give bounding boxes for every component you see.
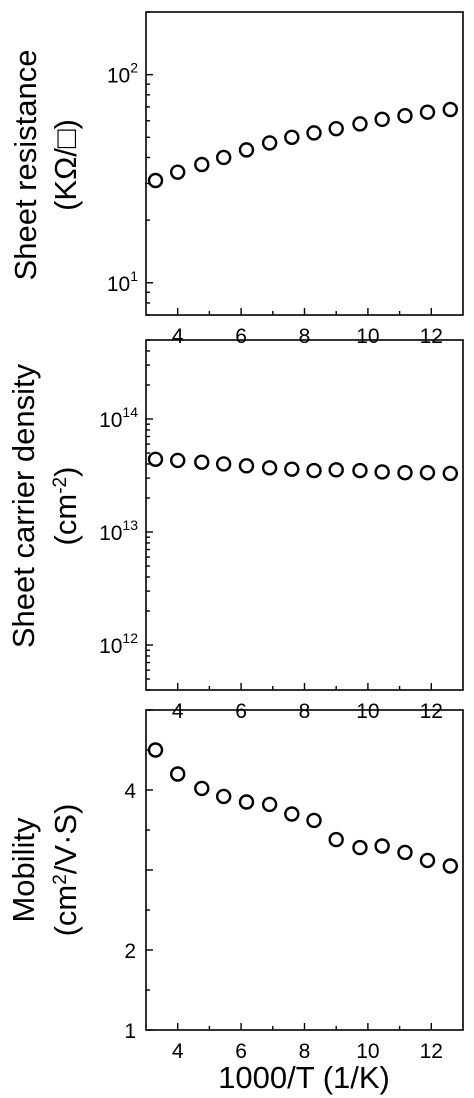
y-tick-label: 1012	[99, 630, 138, 658]
x-tick-label: 8	[299, 700, 311, 723]
data-point	[352, 462, 368, 479]
x-tick-label: 4	[172, 1040, 184, 1063]
data-point	[261, 796, 278, 813]
data-point	[306, 812, 322, 829]
plot-frame-2	[145, 339, 464, 691]
y-axis-unit-3: (cm2/V·S)	[48, 804, 83, 937]
data-point	[284, 129, 300, 145]
y-tick-label-exponent: 1	[130, 268, 138, 284]
data-point	[306, 125, 322, 141]
x-tick-label: 6	[235, 1040, 247, 1063]
data-point	[419, 104, 436, 120]
data-point	[374, 838, 390, 854]
y-tick-label: 101	[107, 268, 138, 296]
data-point	[261, 135, 278, 151]
data-point	[215, 149, 232, 166]
data-point	[306, 462, 322, 479]
y-tick-label: 4	[124, 780, 136, 803]
x-tick-label: 4	[172, 700, 184, 723]
plot-frame-3	[145, 709, 464, 1031]
data-point	[147, 172, 164, 189]
data-point	[284, 461, 300, 477]
y-axis-unit-2: (cm-2)	[48, 467, 83, 546]
data-point	[169, 766, 186, 782]
x-tick-label: 10	[356, 325, 379, 348]
y-axis-title-1: Sheet resistance	[8, 50, 43, 281]
x-tick-label: 10	[356, 700, 379, 723]
x-tick-label: 8	[299, 325, 311, 348]
data-point	[352, 839, 368, 856]
data-point	[419, 852, 436, 869]
data-point	[397, 844, 413, 861]
x-tick-label: 10	[356, 1040, 379, 1063]
y-axis-unit-3-exponent: 2	[50, 874, 71, 885]
y-tick-label: 1014	[99, 404, 138, 432]
data-point	[194, 780, 210, 797]
data-point	[328, 831, 344, 848]
x-axis-title: 1000/T (1/K)	[218, 1060, 390, 1095]
y-tick-label: 1	[124, 1020, 136, 1043]
y-tick-label-exponent: 13	[122, 517, 138, 533]
data-point	[352, 116, 368, 132]
y-tick-label-base: 10	[99, 522, 122, 545]
y-tick-label-base: 10	[107, 65, 130, 88]
x-tick-label: 12	[420, 700, 443, 723]
data-point	[238, 458, 255, 474]
data-point	[374, 464, 390, 480]
data-point	[419, 464, 436, 481]
data-point	[328, 120, 344, 137]
plot-frame-1	[145, 11, 464, 316]
y-tick-label: 102	[107, 60, 138, 88]
y-tick-label-base: 10	[99, 409, 122, 432]
data-point	[397, 464, 413, 481]
data-point	[397, 107, 413, 124]
x-tick-label: 12	[420, 1040, 443, 1063]
y-tick-label: 2	[124, 940, 136, 963]
data-point	[169, 164, 186, 180]
y-tick-label-exponent: 2	[130, 60, 138, 76]
y-axis-unit-1: (KΩ/□)	[48, 119, 83, 211]
data-point	[442, 858, 459, 874]
data-point	[169, 452, 186, 469]
data-point	[238, 142, 255, 158]
data-point	[374, 111, 390, 128]
y-axis-unit-2-exponent: -2	[50, 477, 71, 494]
data-point	[215, 456, 232, 472]
y-tick-label-exponent: 14	[122, 404, 138, 420]
y-tick-label-base: 10	[99, 635, 122, 658]
y-axis-title-2: Sheet carrier density	[6, 363, 41, 648]
y-tick-label-exponent: 12	[122, 630, 138, 646]
data-point	[147, 742, 164, 758]
data-point	[284, 806, 300, 822]
data-point	[442, 101, 459, 118]
y-tick-label-base: 10	[107, 273, 130, 296]
x-tick-label: 4	[172, 325, 184, 348]
x-tick-label: 6	[235, 700, 247, 723]
data-point	[194, 454, 210, 470]
data-point	[215, 788, 232, 805]
x-tick-label: 6	[235, 325, 247, 348]
x-tick-label: 12	[420, 325, 443, 348]
data-point	[261, 460, 278, 476]
x-tick-label: 8	[299, 1040, 311, 1063]
data-point	[328, 462, 344, 478]
data-point	[194, 156, 210, 173]
data-point	[147, 451, 164, 467]
y-tick-label: 1013	[99, 517, 138, 545]
y-axis-title-3: Mobility	[6, 817, 41, 923]
data-point	[442, 465, 459, 482]
data-point	[238, 794, 255, 810]
